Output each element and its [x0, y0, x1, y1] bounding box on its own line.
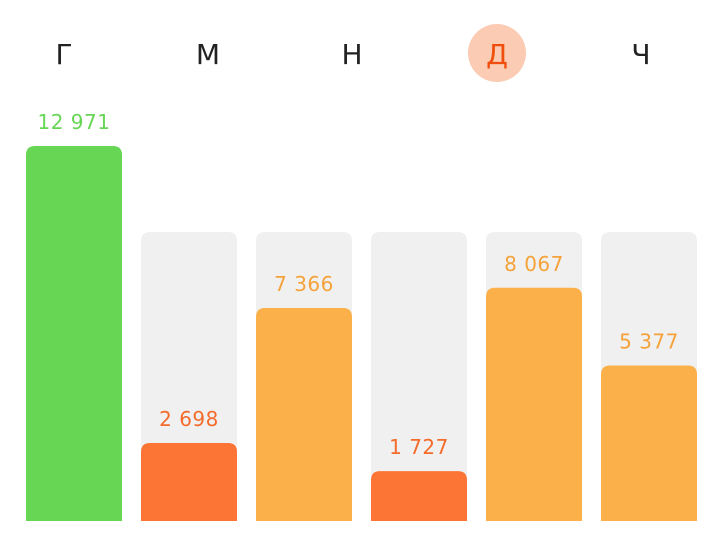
day-tab-1[interactable]: М	[196, 38, 220, 71]
bar-value-label-2: 1 727	[389, 435, 449, 459]
day-tab-2[interactable]: Н	[341, 38, 362, 71]
day-tab-0[interactable]: Г	[55, 38, 72, 71]
bars	[26, 146, 697, 521]
bar-track-2	[371, 232, 467, 521]
bar-3[interactable]	[486, 287, 582, 521]
bar-4[interactable]	[601, 365, 697, 521]
value-labels: 12 971 2 698 7 366 1 727 8 067 5 377	[38, 110, 679, 459]
bar-value-label-0: 2 698	[159, 407, 219, 431]
bar-1[interactable]	[256, 308, 352, 521]
selected-day-highlight	[468, 24, 526, 82]
day-tab-4[interactable]: Ч	[631, 38, 650, 71]
day-tab-3[interactable]: Д	[486, 38, 508, 71]
bar-0[interactable]	[141, 442, 237, 521]
goal-bar	[26, 146, 122, 521]
goal-value-label: 12 971	[38, 110, 111, 134]
bar-value-label-3: 8 067	[504, 252, 564, 276]
bar-value-label-4: 5 377	[619, 330, 679, 354]
bar-value-label-1: 7 366	[274, 272, 334, 296]
bar-2[interactable]	[371, 471, 467, 521]
